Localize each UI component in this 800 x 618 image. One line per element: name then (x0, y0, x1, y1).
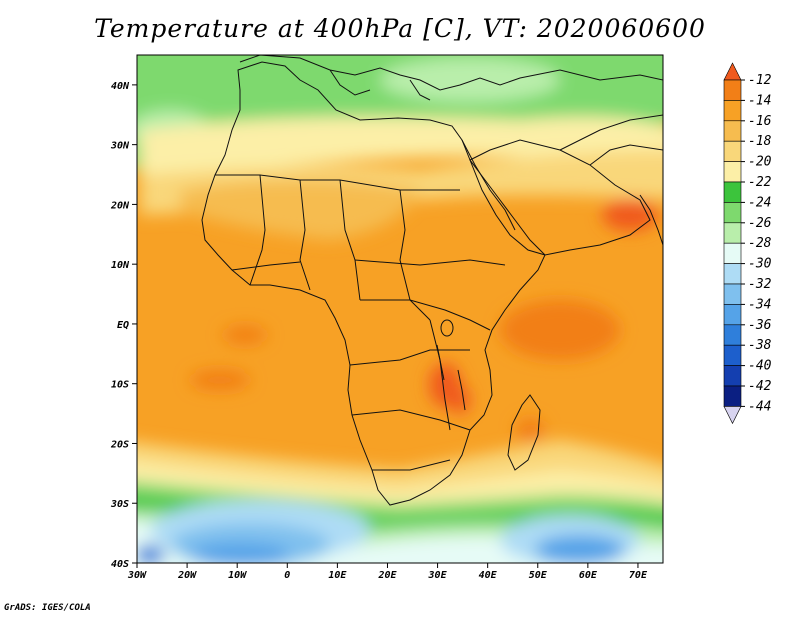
colorbar-label: -28 (748, 236, 772, 251)
credit-label: GrADS: IGES/COLA (4, 603, 91, 613)
colorbar-swatch (723, 304, 742, 326)
colorbar-top-arrow (723, 62, 742, 81)
x-tick-label: 20E (377, 570, 397, 581)
colorbar-swatch (723, 140, 742, 162)
x-tick-label: 20W (177, 570, 197, 581)
colorbar-swatch (723, 344, 742, 366)
colorbar-swatch (723, 222, 742, 244)
y-tick-label: 10S (111, 380, 129, 391)
x-tick-label: 30W (127, 570, 147, 581)
y-tick-label: 20N (110, 200, 130, 211)
colorbar-label: -22 (748, 175, 772, 190)
colorbar-swatch (723, 181, 742, 203)
colorbar-label: -18 (748, 134, 772, 149)
colorbar-label: -44 (748, 399, 771, 414)
colorbar-swatch (723, 385, 742, 407)
colorbar-swatch (723, 324, 742, 346)
map-frame (136, 54, 664, 564)
colorbar-bottom-arrow (723, 406, 742, 425)
x-axis: 30W 20W 10W 0 10E 20E 30E 40E 50E 60E 70E (127, 563, 648, 581)
colorbar-swatch (723, 120, 742, 142)
colorbar-swatch (723, 263, 742, 285)
colorbar-swatch (723, 100, 742, 122)
colorbar-swatch (723, 161, 742, 183)
colorbar-swatch (723, 202, 742, 224)
colorbar-swatch (723, 242, 742, 264)
colorbar-label: -14 (748, 93, 771, 108)
y-axis: 40N 30N 20N 10N EQ 10S 20S 30S 40S (110, 81, 137, 570)
x-tick-label: 50E (529, 570, 548, 581)
colorbar-label: -32 (748, 277, 772, 292)
colorbar-label: -12 (748, 73, 772, 88)
x-tick-label: 30E (428, 570, 448, 581)
x-tick-label: 0 (284, 570, 290, 581)
colorbar-label: -26 (748, 216, 772, 231)
colorbar-swatch (723, 283, 742, 305)
colorbar-label: -36 (748, 318, 772, 333)
y-tick-label: 10N (111, 260, 130, 271)
temperature-field (137, 55, 663, 563)
colorbar-label: -30 (748, 257, 772, 272)
x-tick-label: 10E (328, 570, 347, 581)
x-tick-label: 10W (228, 570, 247, 581)
colorbar: -12 -14 -16 -18 -20 -22 -24 -26 -28 -30 -32 -34 -36 -… (723, 62, 772, 425)
y-tick-label: 20S (110, 439, 129, 450)
y-tick-label: 40S (111, 559, 129, 570)
colorbar-swatch (723, 79, 742, 101)
map-title: Temperature at 400hPa [C], VT: 202006060… (94, 14, 706, 43)
x-tick-label: 60E (579, 570, 598, 581)
colorbar-label: -38 (748, 338, 772, 353)
x-tick-label: 70E (629, 570, 648, 581)
colorbar-label: -40 (748, 359, 772, 374)
colorbar-label: -16 (748, 114, 772, 129)
colorbar-label: -24 (748, 195, 771, 210)
colorbar-label: -20 (748, 155, 772, 170)
colorbar-swatch (723, 365, 742, 387)
y-tick-label: 30S (110, 499, 129, 510)
x-tick-label: 40E (479, 570, 498, 581)
colorbar-label: -34 (748, 297, 771, 312)
y-tick-label: EQ (117, 320, 129, 331)
y-tick-label: 40N (111, 81, 130, 92)
y-tick-label: 30N (110, 141, 130, 152)
colorbar-label: -42 (748, 379, 772, 394)
coastline-outline (201, 55, 663, 506)
